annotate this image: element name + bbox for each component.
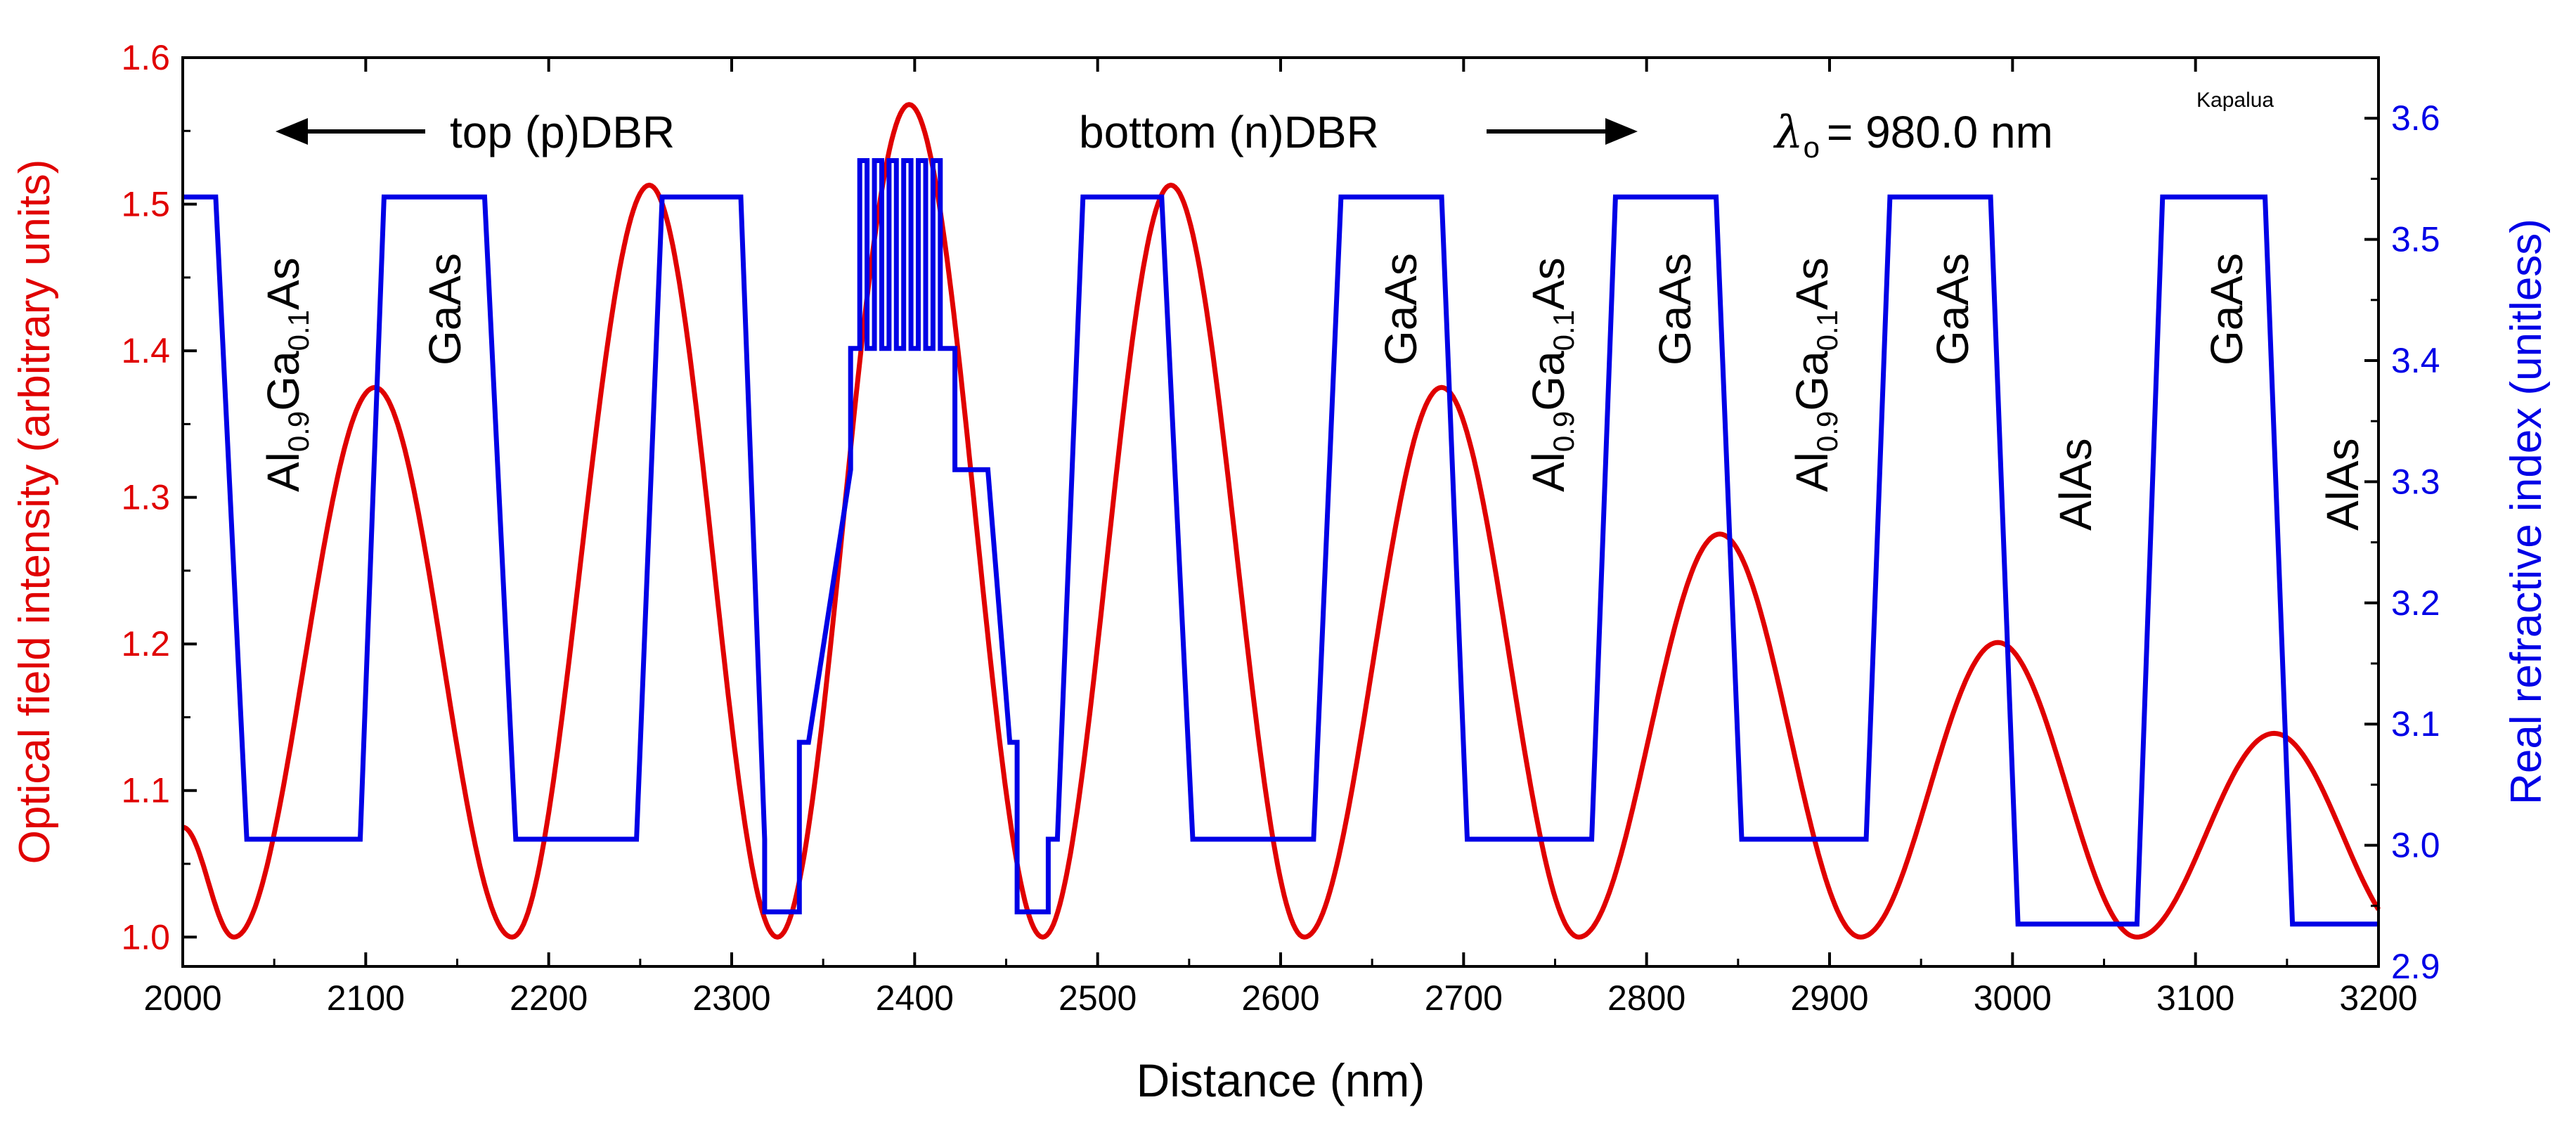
x-tick-label: 2500: [1059, 978, 1137, 1018]
layer-label-gaas: GaAs: [1650, 253, 1700, 365]
layer-label-algaas: Al0.9Ga0.1As: [258, 257, 315, 492]
right-tick-label: 3.0: [2391, 826, 2440, 865]
right-tick-label: 3.5: [2391, 220, 2440, 259]
x-axis-label: Distance (nm): [1137, 1054, 1425, 1106]
left-tick-label: 1.6: [121, 38, 170, 77]
layer-label-algaas: Al0.9Ga0.1As: [1523, 257, 1580, 492]
layer-label-gaas: GaAs: [1376, 253, 1426, 365]
right-tick-label: 3.3: [2391, 462, 2440, 501]
wavelength-label: λo = 980.0 nm: [1773, 107, 2053, 164]
left-tick-label: 1.5: [121, 185, 170, 224]
top-dbr-label: top (p)DBR: [450, 107, 675, 157]
refractive-index-line: [183, 158, 2378, 927]
right-axis-label: Real refractive index (unitless): [2502, 219, 2551, 805]
x-tick-label: 2400: [876, 978, 954, 1018]
bottom-dbr-arrow: [1487, 118, 1638, 145]
x-tick-label: 2700: [1425, 978, 1503, 1018]
right-tick-label: 3.2: [2391, 583, 2440, 623]
layer-label-algaas: Al0.9Ga0.1As: [1787, 257, 1844, 492]
left-tick-label: 1.0: [121, 917, 170, 957]
optical-field-series: [181, 102, 2381, 940]
right-axis-ticks: 2.9 3.0 3.1 3.2 3.3 3.4 3.5 3.6: [2364, 98, 2440, 986]
x-tick-label: 2600: [1241, 978, 1319, 1018]
x-tick-label: 3200: [2339, 978, 2417, 1018]
x-tick-label: 2300: [692, 978, 770, 1018]
layer-label-gaas: GaAs: [420, 253, 470, 365]
left-tick-label: 1.1: [121, 771, 170, 810]
bottom-dbr-label: bottom (n)DBR: [1079, 107, 1379, 157]
top-dbr-arrow: [276, 118, 425, 145]
x-tick-label: 2100: [327, 978, 405, 1018]
left-tick-label: 1.2: [121, 624, 170, 663]
x-tick-label: 2200: [510, 978, 588, 1018]
left-tick-label: 1.3: [121, 478, 170, 517]
refractive-index-series: [183, 158, 2378, 927]
left-axis-ticks: 1.0 1.1 1.2 1.3 1.4 1.5 1.6: [121, 38, 197, 957]
left-axis-label: Optical field intensity (arbitrary units…: [11, 160, 59, 865]
x-tick-label: 2900: [1790, 978, 1868, 1018]
x-tick-label: 3100: [2156, 978, 2234, 1018]
layer-label-alas: AlAs: [2317, 438, 2368, 531]
right-tick-label: 2.9: [2391, 947, 2440, 986]
optical-field-line: [181, 102, 2381, 940]
x-tick-label: 2000: [143, 978, 221, 1018]
credit-label: Kapalua: [2196, 89, 2274, 112]
x-tick-label: 2800: [1607, 978, 1685, 1018]
x-tick-label: 3000: [1974, 978, 2052, 1018]
layer-label-gaas: GaAs: [2201, 253, 2252, 365]
left-tick-label: 1.4: [121, 331, 170, 370]
x-axis-ticks: 2000 2100 2200 2300 2400 2500 2600 2700 2800 2900…: [143, 58, 2418, 1018]
right-tick-label: 3.6: [2391, 98, 2440, 138]
layer-label-alas: AlAs: [2050, 438, 2101, 531]
right-tick-label: 3.1: [2391, 704, 2440, 744]
layer-label-gaas: GaAs: [1927, 253, 1978, 365]
right-tick-label: 3.4: [2391, 341, 2440, 380]
